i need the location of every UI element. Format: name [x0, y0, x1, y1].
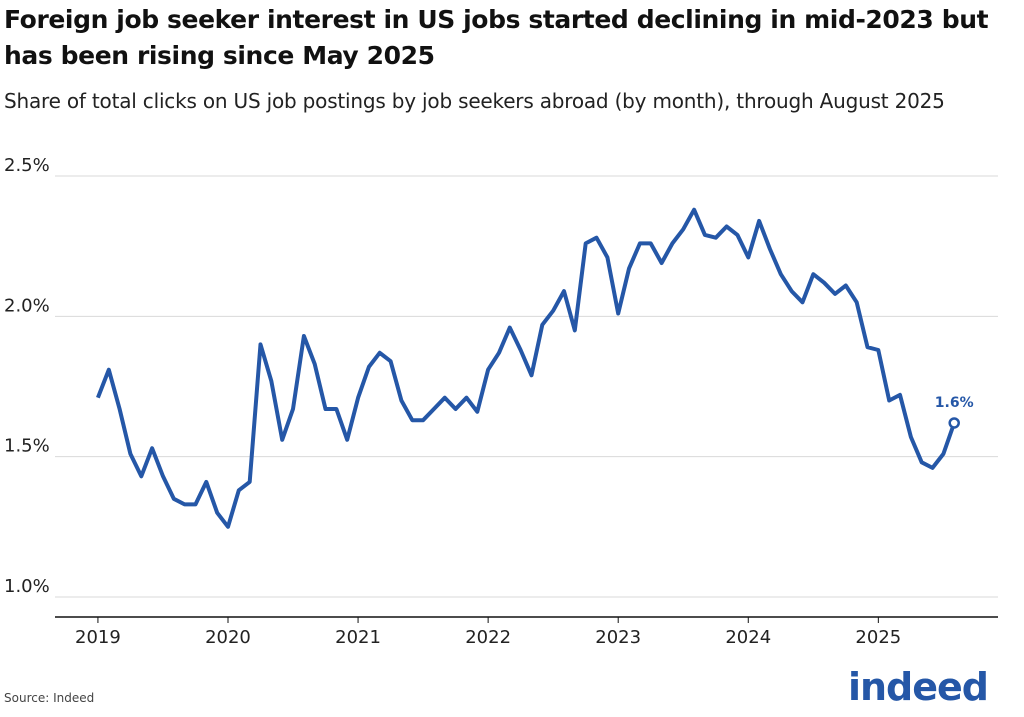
source: Source: Indeed — [4, 691, 94, 705]
x-tick-label: 2022 — [465, 627, 511, 648]
y-tick-label: 1.5% — [4, 436, 50, 457]
y-tick-label: 2.0% — [4, 295, 50, 316]
chart-subtitle: Share of total clicks on US job postings… — [4, 89, 945, 113]
chart-title: Foreign job seeker interest in US jobs s… — [4, 5, 989, 70]
value-label: 1.6% — [935, 395, 974, 411]
y-tick-label: 1.0% — [4, 576, 50, 597]
logo: indeed — [848, 665, 988, 709]
x-tick-label: 2025 — [855, 627, 901, 648]
x-tick-label: 2023 — [595, 627, 641, 648]
y-tick-label: 2.5% — [4, 155, 50, 176]
x-tick-label: 2019 — [75, 627, 121, 648]
x-tick-label: 2020 — [205, 627, 251, 648]
x-tick-label: 2024 — [725, 627, 771, 648]
line — [96, 207, 957, 529]
end-point — [948, 417, 960, 429]
x-tick-label: 2021 — [335, 627, 381, 648]
